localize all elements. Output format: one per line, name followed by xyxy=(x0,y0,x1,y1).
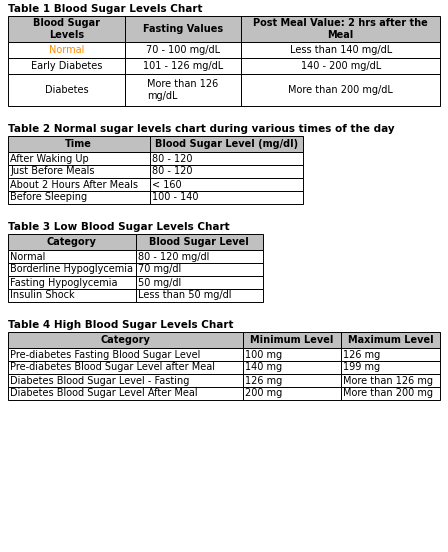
Text: 101 - 126 mg/dL: 101 - 126 mg/dL xyxy=(143,61,223,71)
Bar xyxy=(241,58,440,74)
Bar xyxy=(135,276,263,289)
Bar xyxy=(150,191,303,204)
Text: More than 200 mg: More than 200 mg xyxy=(343,389,433,399)
Text: Maximum Level: Maximum Level xyxy=(348,335,433,345)
Bar xyxy=(340,387,440,400)
Bar xyxy=(8,152,150,165)
Text: 100 mg: 100 mg xyxy=(246,349,283,359)
Text: More than 126
mg/dL: More than 126 mg/dL xyxy=(147,79,219,101)
Text: Fasting Hypoglycemia: Fasting Hypoglycemia xyxy=(10,278,117,288)
Text: Pre-diabetes Fasting Blood Sugar Level: Pre-diabetes Fasting Blood Sugar Level xyxy=(10,349,200,359)
Bar xyxy=(125,16,241,42)
Text: Blood Sugar Level (mg/dl): Blood Sugar Level (mg/dl) xyxy=(155,139,298,149)
Text: Normal: Normal xyxy=(10,252,45,262)
Text: Blood Sugar
Levels: Blood Sugar Levels xyxy=(33,18,100,40)
Bar xyxy=(340,348,440,361)
Text: Post Meal Value: 2 hrs after the
Meal: Post Meal Value: 2 hrs after the Meal xyxy=(253,18,428,40)
Bar xyxy=(135,263,263,276)
Text: 140 mg: 140 mg xyxy=(246,363,283,373)
Bar xyxy=(8,165,150,178)
Text: 126 mg: 126 mg xyxy=(246,375,283,385)
Text: 70 mg/dl: 70 mg/dl xyxy=(138,264,181,274)
Text: Before Sleeping: Before Sleeping xyxy=(10,193,87,203)
Text: More than 200 mg/dL: More than 200 mg/dL xyxy=(288,85,393,95)
Bar xyxy=(8,263,135,276)
Text: < 160: < 160 xyxy=(151,179,181,189)
Bar xyxy=(8,374,243,387)
Text: 80 - 120 mg/dl: 80 - 120 mg/dl xyxy=(138,252,209,262)
Bar xyxy=(125,58,241,74)
Bar xyxy=(125,74,241,106)
Bar xyxy=(8,74,125,106)
Bar xyxy=(8,289,135,302)
Text: Borderline Hypoglycemia: Borderline Hypoglycemia xyxy=(10,264,133,274)
Bar xyxy=(243,348,340,361)
Bar xyxy=(135,250,263,263)
Text: Insulin Shock: Insulin Shock xyxy=(10,290,75,300)
Text: 199 mg: 199 mg xyxy=(343,363,380,373)
Bar xyxy=(8,16,125,42)
Text: More than 126 mg: More than 126 mg xyxy=(343,375,433,385)
Bar xyxy=(8,250,135,263)
Bar xyxy=(8,178,150,191)
Bar xyxy=(241,16,440,42)
Bar xyxy=(8,234,135,250)
Text: Just Before Meals: Just Before Meals xyxy=(10,167,95,177)
Text: Diabetes Blood Sugar Level After Meal: Diabetes Blood Sugar Level After Meal xyxy=(10,389,198,399)
Bar xyxy=(8,58,125,74)
Bar xyxy=(150,136,303,152)
Text: Minimum Level: Minimum Level xyxy=(250,335,334,345)
Text: Early Diabetes: Early Diabetes xyxy=(30,61,102,71)
Text: 200 mg: 200 mg xyxy=(246,389,283,399)
Bar xyxy=(340,332,440,348)
Bar xyxy=(8,276,135,289)
Text: 126 mg: 126 mg xyxy=(343,349,380,359)
Bar xyxy=(8,387,243,400)
Text: 100 - 140: 100 - 140 xyxy=(151,193,198,203)
Bar xyxy=(150,178,303,191)
Bar xyxy=(150,165,303,178)
Text: Table 1 Blood Sugar Levels Chart: Table 1 Blood Sugar Levels Chart xyxy=(8,4,202,14)
Bar xyxy=(340,374,440,387)
Bar xyxy=(243,387,340,400)
Text: Blood Sugar Level: Blood Sugar Level xyxy=(149,237,249,247)
Bar xyxy=(8,332,243,348)
Text: 70 - 100 mg/dL: 70 - 100 mg/dL xyxy=(146,45,220,55)
Text: 80 - 120: 80 - 120 xyxy=(151,167,192,177)
Text: 80 - 120: 80 - 120 xyxy=(151,153,192,163)
Bar xyxy=(243,332,340,348)
Text: Diabetes: Diabetes xyxy=(44,85,88,95)
Bar xyxy=(241,74,440,106)
Text: Category: Category xyxy=(101,335,151,345)
Text: Table 4 High Blood Sugar Levels Chart: Table 4 High Blood Sugar Levels Chart xyxy=(8,320,233,330)
Bar xyxy=(8,348,243,361)
Text: Category: Category xyxy=(47,237,97,247)
Text: 50 mg/dl: 50 mg/dl xyxy=(138,278,181,288)
Bar xyxy=(135,289,263,302)
Text: After Waking Up: After Waking Up xyxy=(10,153,89,163)
Bar xyxy=(243,361,340,374)
Text: Table 2 Normal sugar levels chart during various times of the day: Table 2 Normal sugar levels chart during… xyxy=(8,124,395,134)
Bar xyxy=(135,234,263,250)
Bar xyxy=(8,136,150,152)
Bar xyxy=(340,361,440,374)
Text: Fasting Values: Fasting Values xyxy=(143,24,223,34)
Text: Less than 140 mg/dL: Less than 140 mg/dL xyxy=(289,45,392,55)
Bar xyxy=(8,42,125,58)
Text: Pre-diabetes Blood Sugar Level after Meal: Pre-diabetes Blood Sugar Level after Mea… xyxy=(10,363,215,373)
Bar xyxy=(241,42,440,58)
Bar xyxy=(150,152,303,165)
Bar xyxy=(8,361,243,374)
Text: Normal: Normal xyxy=(49,45,84,55)
Text: Less than 50 mg/dl: Less than 50 mg/dl xyxy=(138,290,231,300)
Text: Table 3 Low Blood Sugar Levels Chart: Table 3 Low Blood Sugar Levels Chart xyxy=(8,222,230,232)
Bar xyxy=(8,191,150,204)
Text: Diabetes Blood Sugar Level - Fasting: Diabetes Blood Sugar Level - Fasting xyxy=(10,375,190,385)
Bar xyxy=(243,374,340,387)
Text: About 2 Hours After Meals: About 2 Hours After Meals xyxy=(10,179,138,189)
Text: Time: Time xyxy=(65,139,92,149)
Text: 140 - 200 mg/dL: 140 - 200 mg/dL xyxy=(301,61,381,71)
Bar xyxy=(125,42,241,58)
